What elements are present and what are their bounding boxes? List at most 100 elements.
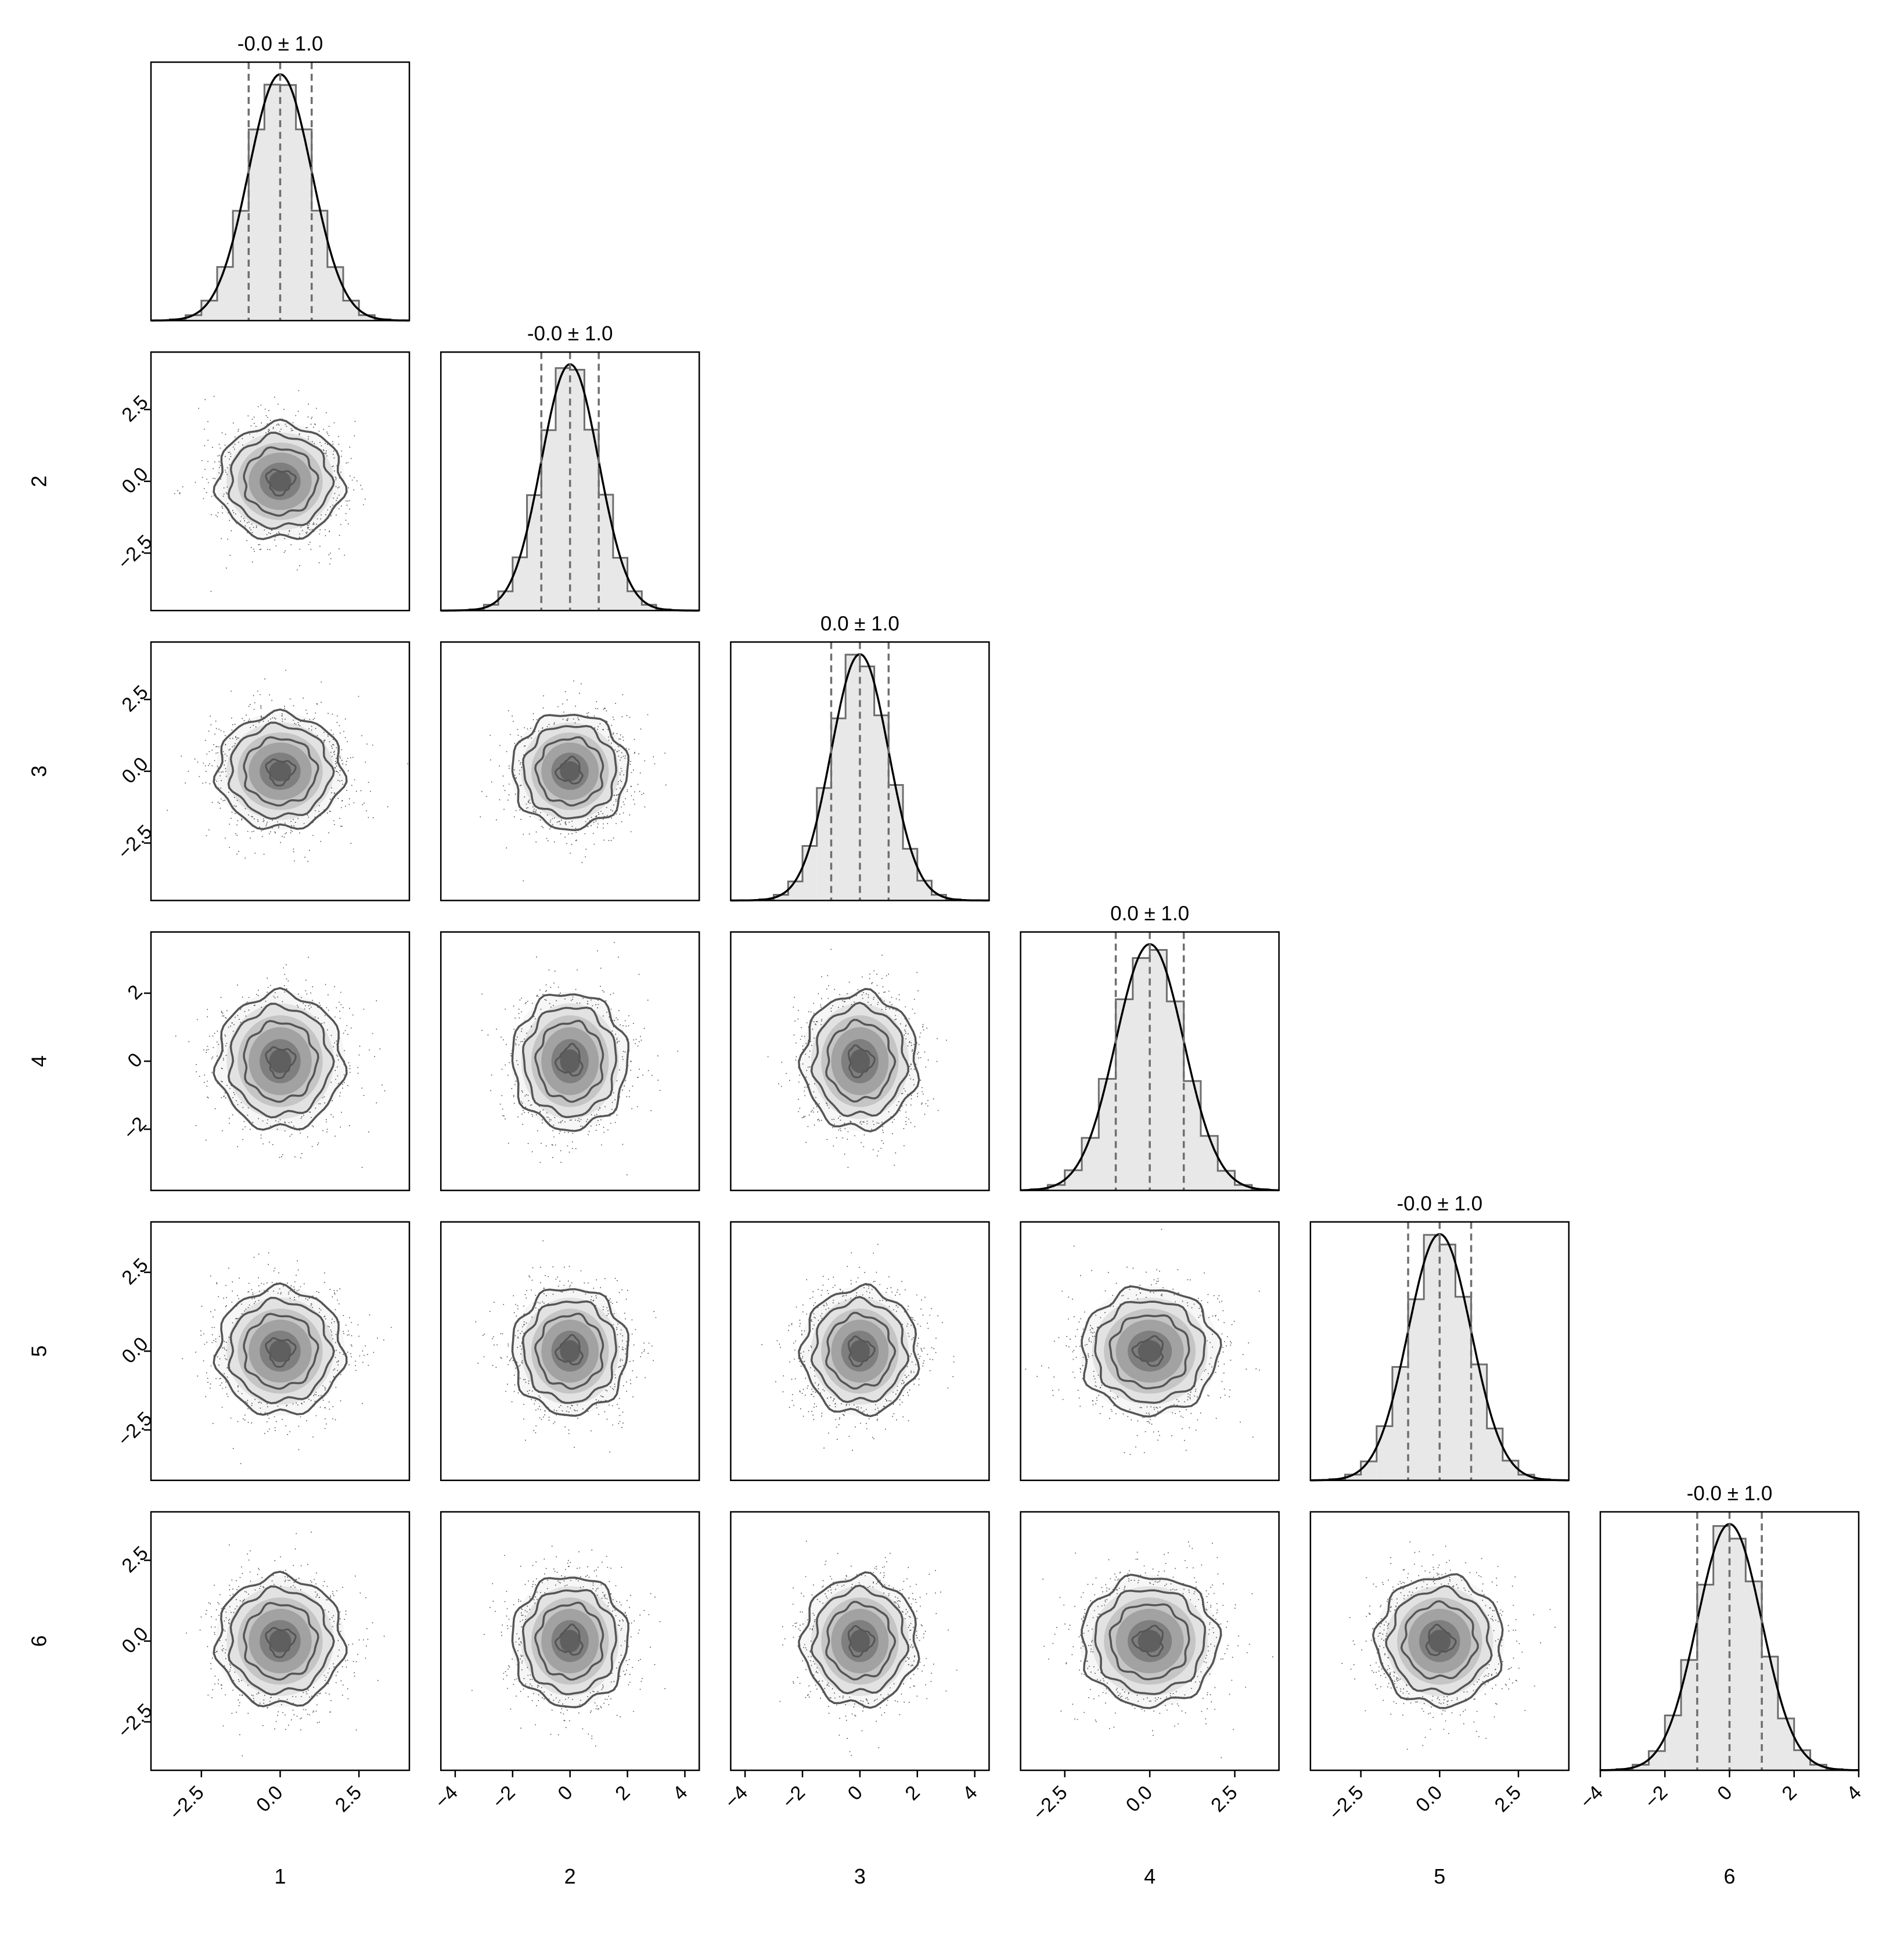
- x-tick-label: 2: [611, 1781, 634, 1805]
- histogram-bar: [343, 301, 359, 321]
- histogram-bar: [845, 655, 860, 900]
- scatter-panel-3-1: −2.50.02.53: [27, 642, 409, 900]
- y-tick-label: 2.5: [117, 391, 152, 426]
- panel-title-4: 0.0 ± 1.0: [1110, 903, 1189, 925]
- x-tick-label: 0.0: [252, 1781, 287, 1816]
- scatter-panel-5-1: −2.50.02.55: [27, 1222, 409, 1480]
- x-tick-label: 0: [1713, 1781, 1736, 1805]
- y-axis-label-6: 6: [27, 1635, 51, 1647]
- scatter-panel-5-3: [730, 1222, 989, 1480]
- scatter-panel-5-4: [1021, 1222, 1279, 1480]
- density-shade: [269, 761, 291, 782]
- x-tick-label: 4: [1842, 1781, 1866, 1805]
- histogram-bar: [1150, 950, 1167, 1191]
- density-shade: [269, 471, 291, 491]
- y-axis-label-5: 5: [27, 1345, 51, 1357]
- y-tick-label: 2.5: [117, 681, 152, 716]
- histogram-bar: [1392, 1367, 1408, 1480]
- x-tick-label: 2: [1778, 1781, 1801, 1805]
- histogram-bar: [903, 849, 917, 900]
- y-tick-label: 0.0: [117, 463, 152, 498]
- y-tick-label: −2.5: [113, 821, 156, 864]
- histogram-bar: [264, 85, 280, 321]
- y-tick-label: 2.5: [117, 1542, 152, 1577]
- panel-title-3: 0.0 ± 1.0: [820, 612, 899, 635]
- histogram-bar: [1133, 958, 1150, 1191]
- scatter-panel-4-3: [730, 932, 989, 1191]
- x-axis-label-2: 2: [564, 1864, 576, 1888]
- histogram-bar: [1778, 1719, 1794, 1770]
- histogram-bar: [860, 666, 874, 900]
- x-axis-label-4: 4: [1144, 1864, 1156, 1888]
- x-tick-label: −4: [1576, 1781, 1607, 1813]
- histogram-bar: [831, 718, 845, 901]
- histogram-bar: [513, 558, 527, 611]
- x-tick-label: 0: [553, 1781, 577, 1805]
- x-tick-label: −2: [1640, 1781, 1672, 1813]
- histogram-bar: [788, 882, 802, 901]
- x-tick-label: 2.5: [1207, 1781, 1241, 1816]
- y-axis-label-3: 3: [27, 766, 51, 777]
- histogram-bar: [1487, 1428, 1503, 1480]
- y-tick-label: −2.5: [113, 1699, 156, 1742]
- histogram-bar: [1099, 1079, 1115, 1191]
- histogram-bar: [1794, 1750, 1811, 1770]
- histogram-bar: [599, 495, 613, 610]
- scatter-panel-2-1: −2.50.02.52: [27, 352, 409, 610]
- histogram-bar: [1681, 1660, 1697, 1770]
- y-axis-label-4: 4: [27, 1055, 51, 1067]
- scatter-panel-5-2: [441, 1222, 699, 1480]
- x-tick-label: 2.5: [1491, 1781, 1525, 1816]
- x-tick-label: 0: [844, 1781, 867, 1805]
- histogram-bar: [817, 788, 832, 901]
- histogram-bar: [628, 591, 642, 610]
- histogram-bar: [1361, 1461, 1377, 1480]
- x-axis-label-1: 1: [274, 1864, 286, 1888]
- histogram-bar: [1649, 1751, 1665, 1770]
- histogram-bar: [888, 785, 903, 900]
- x-tick-label: 0.0: [1412, 1781, 1446, 1816]
- x-tick-label: −2.5: [165, 1781, 208, 1824]
- histogram-bar: [802, 846, 817, 900]
- y-tick-label: 0: [123, 1049, 146, 1072]
- x-tick-label: 2.5: [331, 1781, 366, 1816]
- y-tick-label: 2.5: [117, 1254, 152, 1289]
- x-tick-label: −2: [488, 1781, 520, 1813]
- y-tick-label: 0.0: [117, 1333, 152, 1368]
- panel-title-6: -0.0 ± 1.0: [1687, 1482, 1773, 1505]
- panel-title-5: -0.0 ± 1.0: [1396, 1192, 1482, 1215]
- panel-title-1: -0.0 ± 1.0: [237, 33, 323, 55]
- histogram-bar: [584, 430, 599, 610]
- histogram-bar: [1377, 1426, 1392, 1480]
- x-tick-label: −2: [778, 1781, 809, 1813]
- y-tick-label: −2: [119, 1113, 150, 1144]
- x-tick-label: 4: [668, 1781, 692, 1805]
- scatter-panel-4-2: [441, 932, 699, 1191]
- histogram-bar: [917, 881, 932, 900]
- histogram-bar: [613, 558, 628, 610]
- histogram-bar: [1201, 1136, 1218, 1191]
- x-tick-label: −2.5: [1028, 1781, 1071, 1824]
- histogram-bar: [1665, 1716, 1681, 1770]
- histogram-bar: [1503, 1461, 1518, 1480]
- x-tick-label: −4: [721, 1781, 752, 1813]
- x-axis-label-5: 5: [1434, 1864, 1445, 1888]
- histogram-bar: [498, 591, 513, 610]
- histogram-bar: [327, 267, 343, 321]
- density-shade: [269, 1050, 291, 1073]
- histogram-bar: [1082, 1138, 1099, 1190]
- histogram-bar: [1065, 1170, 1082, 1191]
- x-tick-label: 2: [901, 1781, 924, 1805]
- histogram-bar: [527, 495, 542, 610]
- scatter-panel-3-2: [441, 642, 699, 900]
- histogram-bar: [1762, 1656, 1778, 1770]
- x-tick-label: 4: [958, 1781, 981, 1805]
- histogram-bar: [280, 85, 296, 321]
- hist-panel-1: -0.0 ± 1.0: [151, 33, 409, 321]
